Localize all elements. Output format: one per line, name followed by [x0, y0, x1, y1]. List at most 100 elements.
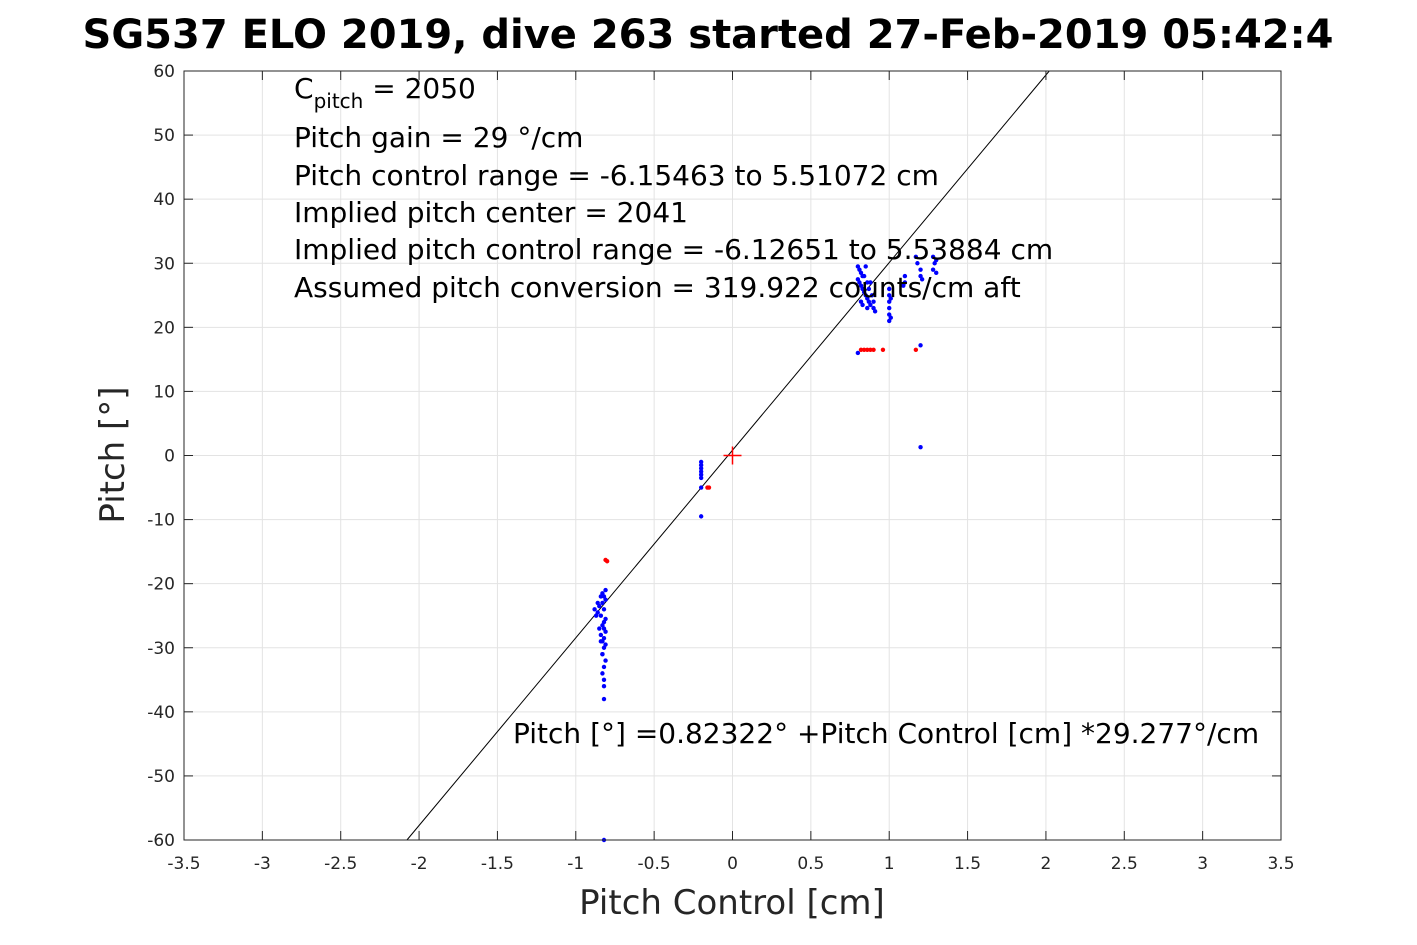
- tick-layer: [183, 70, 1282, 841]
- y-tick-label: 50: [153, 126, 175, 146]
- data-point: [698, 469, 704, 474]
- data-point: [865, 305, 870, 311]
- data-point: [597, 626, 602, 631]
- y-tick-label: 0: [164, 447, 175, 467]
- data-point: [698, 472, 704, 477]
- data-point: [872, 309, 878, 314]
- y-tick-label: -60: [147, 831, 175, 851]
- data-point: [865, 280, 870, 285]
- data-point: [698, 459, 704, 465]
- data-point: [913, 254, 919, 260]
- data-point: [598, 632, 604, 638]
- c-pitch-symbol: C: [294, 72, 314, 105]
- c-pitch-value: = 2050: [363, 72, 476, 105]
- data-point: [868, 347, 873, 352]
- data-point: [598, 594, 604, 599]
- data-point: [601, 607, 607, 612]
- assumed-pitch-conversion-annotation: Assumed pitch conversion = 319.922 count…: [294, 271, 1021, 304]
- data-point: [871, 299, 876, 304]
- x-tick-label: 1: [884, 854, 895, 874]
- y-tick-label: -20: [147, 575, 175, 595]
- data-point: [601, 684, 607, 689]
- data-point: [868, 302, 873, 308]
- y-tick-label: 60: [153, 62, 175, 82]
- y-axis-title: Pitch [°]: [93, 386, 133, 523]
- x-tick-label: 3: [1197, 854, 1208, 874]
- x-tick-label: -1.5: [481, 854, 514, 874]
- pitch-control-range-annotation: Pitch control range = -6.15463 to 5.5107…: [294, 159, 939, 192]
- data-point: [860, 302, 865, 308]
- data-point: [869, 293, 875, 298]
- data-point: [918, 343, 923, 348]
- data-point: [600, 651, 605, 657]
- data-point: [601, 696, 607, 702]
- data-point: [930, 254, 936, 260]
- tick-label-layer: -3.5 -3 -2.5 -2 -1.5 -1 -0.5 0 0.5 1 1.5 2 2.5 3 3.5 -6…: [147, 62, 1294, 874]
- data-point: [855, 350, 861, 356]
- data-point: [603, 557, 608, 563]
- data-point: [861, 347, 867, 352]
- y-tick-label: 40: [153, 190, 175, 210]
- data-point: [598, 613, 604, 618]
- y-tick-label: 30: [153, 254, 175, 274]
- x-tick-label: 2: [1041, 854, 1052, 874]
- x-tick-label: 0.5: [797, 854, 824, 874]
- x-tick-label: -2.5: [324, 854, 357, 874]
- data-point: [865, 347, 870, 352]
- y-tick-label: 10: [153, 382, 175, 402]
- data-point: [934, 270, 939, 276]
- data-point: [934, 257, 939, 263]
- marker-layer: [723, 446, 742, 465]
- y-tick-label: -40: [147, 703, 175, 723]
- x-tick-label: -3.5: [167, 854, 200, 874]
- data-point: [600, 600, 605, 606]
- pitch-gain-annotation: Pitch gain = 29 °/cm: [294, 121, 583, 154]
- data-point: [698, 514, 704, 519]
- data-point: [858, 347, 864, 352]
- data-point: [601, 677, 607, 682]
- data-point: [930, 267, 936, 272]
- x-tick-label: 3.5: [1267, 854, 1294, 874]
- data-point: [592, 607, 597, 612]
- x-tick-label: -3: [254, 854, 271, 874]
- x-tick-label: -0.5: [638, 854, 671, 874]
- data-point: [698, 485, 704, 490]
- data-point: [593, 613, 599, 618]
- data-point: [601, 635, 607, 641]
- x-axis-title: Pitch Control [cm]: [579, 883, 885, 923]
- y-tick-label: -50: [147, 767, 175, 787]
- data-point: [919, 277, 925, 282]
- data-point: [880, 347, 886, 352]
- data-point: [603, 616, 608, 622]
- chart-title: SG537 ELO 2019, dive 263 started 27-Feb-…: [83, 12, 1334, 58]
- x-tick-label: -1: [567, 854, 584, 874]
- y-tick-label: -30: [147, 639, 175, 659]
- data-point: [902, 273, 908, 279]
- c-pitch-subscript: pitch: [314, 89, 364, 113]
- x-tick-label: 1.5: [954, 854, 981, 874]
- data-point: [603, 642, 608, 647]
- data-point: [888, 296, 893, 301]
- data-point: [863, 264, 868, 269]
- data-point: [915, 261, 920, 266]
- data-point: [868, 280, 873, 285]
- data-point: [887, 318, 892, 324]
- data-point: [598, 639, 604, 644]
- points-layer: [592, 254, 939, 843]
- fit-equation-annotation: Pitch [°] =0.82322° +Pitch Control [cm] …: [513, 717, 1259, 750]
- data-point: [901, 283, 906, 288]
- data-point: [861, 273, 867, 279]
- data-point: [603, 587, 608, 593]
- x-tick-label: 0: [727, 854, 738, 874]
- data-point: [866, 286, 872, 292]
- x-tick-label: -2: [411, 854, 428, 874]
- data-point: [600, 671, 605, 676]
- data-point: [913, 347, 919, 352]
- c-pitch-annotation: Cpitch = 2050: [294, 72, 476, 113]
- data-point: [887, 305, 892, 311]
- data-point: [705, 485, 710, 490]
- data-point: [918, 444, 923, 450]
- data-point: [918, 267, 923, 272]
- implied-pitch-center-annotation: Implied pitch center = 2041: [294, 196, 688, 229]
